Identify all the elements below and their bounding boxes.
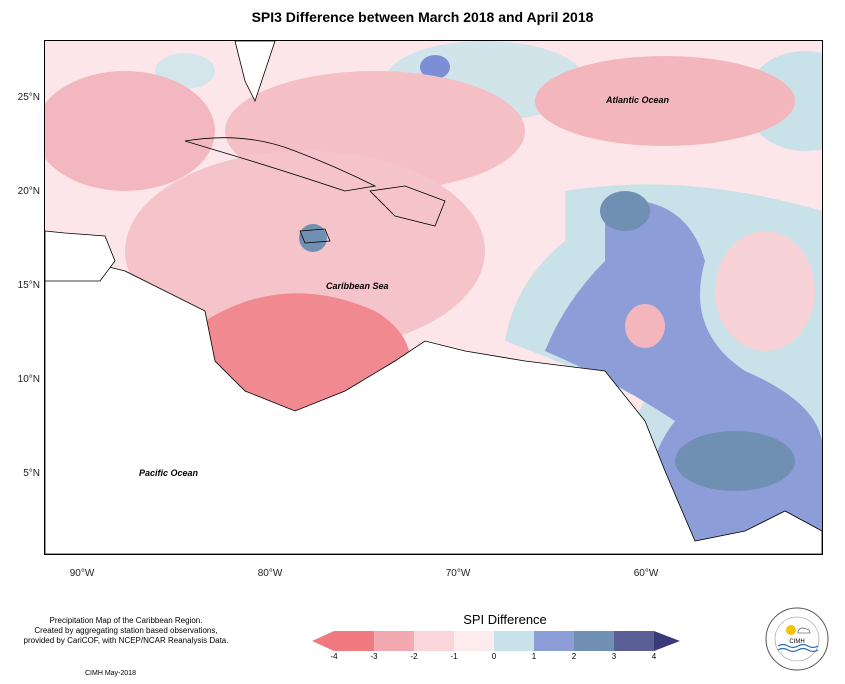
label-atlantic-ocean: Atlantic Ocean xyxy=(606,95,670,105)
spi-zone-north-dot xyxy=(420,55,450,79)
logo-text: CIMH xyxy=(789,639,804,645)
legend-swatch xyxy=(334,631,374,651)
legend-tick: 3 xyxy=(611,652,617,661)
legend-swatch xyxy=(414,631,454,651)
spi-zone-atlantic-pink-east xyxy=(715,231,815,351)
land-cuba xyxy=(184,137,377,192)
cloud-icon xyxy=(797,627,811,634)
lat-label: 20°N xyxy=(17,186,40,197)
land-hispaniola xyxy=(369,185,446,227)
legend-colorbar xyxy=(312,631,680,651)
wave-icon xyxy=(777,643,819,649)
legend-tick: 2 xyxy=(571,652,577,661)
notes-line: Precipitation Map of the Caribbean Regio… xyxy=(49,616,203,625)
spi-zone-islands-pink xyxy=(625,304,665,348)
legend-swatch xyxy=(534,631,574,651)
map-title: SPI3 Difference between March 2018 and A… xyxy=(251,9,594,25)
legend-swatch xyxy=(374,631,414,651)
legend-arrow-low xyxy=(312,631,334,651)
map-area xyxy=(44,40,823,555)
cimh-logo: CIMH xyxy=(765,607,829,671)
label-caribbean-sea: Caribbean Sea xyxy=(326,281,389,291)
legend-title: SPI Difference xyxy=(463,612,547,627)
lat-label: 15°N xyxy=(17,280,40,291)
legend-tick: 1 xyxy=(531,652,537,661)
land-yucatan xyxy=(45,230,116,282)
credit-text: CIMH May-2018 xyxy=(85,670,136,677)
spi-zone-caribbean-pink xyxy=(125,151,485,351)
lat-label: 5°N xyxy=(23,468,40,479)
legend-swatch xyxy=(494,631,534,651)
label-pacific-ocean: Pacific Ocean xyxy=(139,468,199,478)
notes-line: provided by CariCOF, with NCEP/NCAR Rean… xyxy=(23,636,229,645)
legend-swatch xyxy=(574,631,614,651)
spi-zone-lesser-antilles-darkblue xyxy=(600,191,650,231)
notes-line: Created by aggregating station based obs… xyxy=(34,626,218,635)
lon-label: 70°W xyxy=(445,568,471,579)
legend-tick: 0 xyxy=(491,652,497,661)
lon-label: 80°W xyxy=(257,568,283,579)
legend-tick: -1 xyxy=(450,652,458,661)
legend-swatch xyxy=(454,631,494,651)
legend-swatch xyxy=(614,631,654,651)
legend-tick: -2 xyxy=(410,652,418,661)
spi-zone-gulf-pink xyxy=(45,71,215,191)
spi-zone-jamaica-blue xyxy=(299,224,327,252)
spi-zone-atlantic-pink xyxy=(535,56,795,146)
lon-label: 90°W xyxy=(69,568,95,579)
sun-icon xyxy=(786,625,796,635)
land-central-south-america xyxy=(45,260,822,554)
legend-tick: 4 xyxy=(651,652,657,661)
map-notes: Precipitation Map of the Caribbean Regio… xyxy=(6,616,246,646)
land-jamaica xyxy=(299,228,331,244)
lon-label: 60°W xyxy=(633,568,659,579)
spi-zone-guiana-darkblue xyxy=(675,431,795,491)
legend-tick: -4 xyxy=(330,652,338,661)
legend-tick: -3 xyxy=(370,652,378,661)
lat-label: 25°N xyxy=(17,92,40,103)
lat-label: 10°N xyxy=(17,374,40,385)
legend-arrow-high xyxy=(654,631,680,651)
land-florida xyxy=(234,41,276,103)
spi-field xyxy=(45,41,822,554)
